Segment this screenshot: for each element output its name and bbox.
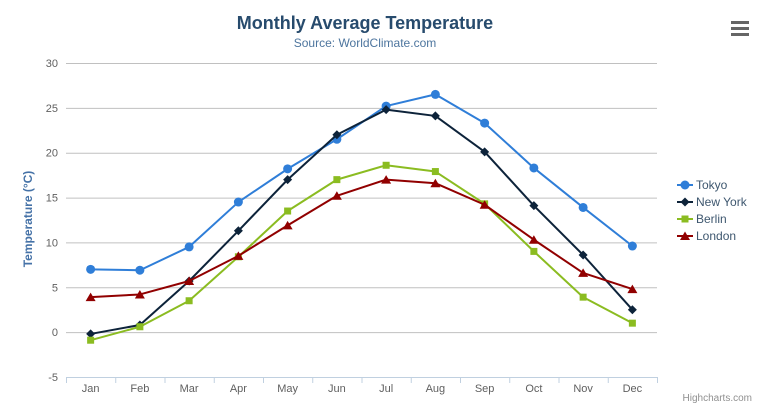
series-line-london[interactable] [89, 178, 634, 299]
point-london-jan[interactable] [85, 292, 96, 302]
x-axis-label: Jan [82, 383, 100, 395]
point-tokyo-nov[interactable] [578, 202, 588, 212]
point-tokyo-may[interactable] [283, 164, 293, 174]
point-london-oct[interactable] [528, 235, 539, 244]
legend-marker-diamond-icon [677, 197, 693, 207]
point-new-york-jul[interactable] [381, 105, 391, 115]
legend-marker-square-icon [677, 215, 693, 223]
series-tokyo [86, 89, 637, 275]
y-axis-label: 25 [46, 103, 58, 115]
point-new-york-jan[interactable] [86, 329, 96, 339]
chart-subtitle: Source: WorldClimate.com [293, 36, 437, 50]
x-axis-label: Jul [379, 383, 393, 395]
legend-item-new-york[interactable]: New York [676, 194, 747, 210]
point-london-sep[interactable] [479, 200, 490, 209]
series-new-york [86, 105, 637, 339]
hamburger-bar [731, 21, 749, 24]
point-new-york-jun[interactable] [332, 130, 342, 140]
point-tokyo-apr[interactable] [233, 197, 243, 207]
x-axis-label: Dec [623, 383, 643, 395]
legend: Tokyo New York Berlin London [676, 177, 747, 245]
point-london-nov[interactable] [578, 268, 589, 277]
chart-title: Monthly Average Temperature [236, 13, 494, 33]
point-berlin-jul[interactable] [382, 161, 390, 169]
legend-item-berlin[interactable]: Berlin [676, 211, 747, 227]
series-london [85, 175, 638, 302]
point-berlin-jun[interactable] [333, 176, 341, 184]
hamburger-bar [731, 33, 749, 36]
point-berlin-nov[interactable] [579, 293, 587, 301]
point-berlin-dec[interactable] [628, 319, 636, 327]
point-berlin-mar[interactable] [185, 297, 193, 305]
series-line-berlin[interactable] [89, 164, 634, 342]
y-axis-label: 0 [52, 327, 58, 339]
point-new-york-nov[interactable] [578, 250, 588, 260]
point-tokyo-feb[interactable] [135, 265, 145, 275]
point-new-york-may[interactable] [283, 175, 293, 185]
point-tokyo-jan[interactable] [86, 264, 96, 274]
point-new-york-aug[interactable] [430, 111, 440, 121]
point-berlin-jan[interactable] [87, 336, 95, 344]
x-axis-label: Sep [475, 383, 495, 395]
point-berlin-feb[interactable] [136, 323, 144, 331]
point-london-mar[interactable] [184, 276, 195, 286]
series-line-new-york[interactable] [89, 108, 634, 335]
hamburger-menu-icon[interactable] [731, 21, 749, 36]
legend-symbol-berlin[interactable] [681, 215, 689, 223]
point-new-york-apr[interactable] [233, 226, 243, 236]
legend-label: London [696, 229, 737, 243]
point-berlin-oct[interactable] [530, 247, 538, 255]
y-axis-title: Temperature (°C) [21, 170, 35, 268]
legend-item-tokyo[interactable]: Tokyo [676, 177, 747, 193]
legend-marker-triangle-icon [677, 231, 693, 241]
credits-link[interactable]: Highcharts.com [682, 393, 752, 404]
y-axis-label: 5 [52, 282, 58, 294]
point-berlin-may[interactable] [284, 207, 292, 215]
point-new-york-dec[interactable] [627, 305, 637, 315]
point-tokyo-sep[interactable] [480, 118, 490, 128]
y-axis-label: 15 [46, 193, 58, 205]
point-tokyo-aug[interactable] [430, 89, 440, 99]
y-axis-label: 10 [46, 237, 58, 249]
legend-label: Berlin [696, 212, 727, 226]
series-line-tokyo[interactable] [89, 93, 634, 272]
point-london-feb[interactable] [134, 289, 145, 299]
point-new-york-oct[interactable] [529, 201, 539, 211]
point-london-jul[interactable] [381, 175, 392, 184]
y-axis-label: -5 [48, 372, 58, 384]
legend-symbol-london[interactable] [680, 231, 690, 241]
y-axis-label: 20 [46, 148, 58, 160]
hamburger-bar [731, 27, 749, 30]
x-axis-label: Jun [328, 383, 346, 395]
x-axis-label: Oct [525, 383, 542, 395]
point-london-dec[interactable] [627, 284, 638, 294]
point-new-york-sep[interactable] [480, 147, 490, 157]
x-axis-label: Nov [573, 383, 593, 395]
legend-symbol-new-york[interactable] [680, 197, 690, 207]
legend-symbol-tokyo[interactable] [680, 180, 690, 190]
legend-label: Tokyo [696, 178, 728, 192]
x-axis-label: Aug [426, 383, 446, 395]
point-london-may[interactable] [282, 220, 293, 230]
point-berlin-aug[interactable] [431, 168, 439, 176]
point-tokyo-oct[interactable] [529, 163, 539, 173]
legend-label: New York [696, 195, 747, 209]
legend-item-london[interactable]: London [676, 228, 747, 244]
x-axis-label: Apr [230, 383, 247, 395]
point-london-jun[interactable] [331, 191, 342, 200]
y-axis-label: 30 [46, 58, 58, 70]
point-london-apr[interactable] [233, 251, 244, 260]
legend-marker-circle-icon [677, 180, 693, 190]
x-axis-label: Mar [180, 383, 199, 395]
point-tokyo-mar[interactable] [184, 242, 194, 252]
x-axis-label: May [277, 383, 298, 395]
x-axis-label: Feb [130, 383, 149, 395]
point-tokyo-dec[interactable] [627, 241, 637, 251]
point-london-aug[interactable] [430, 178, 441, 188]
